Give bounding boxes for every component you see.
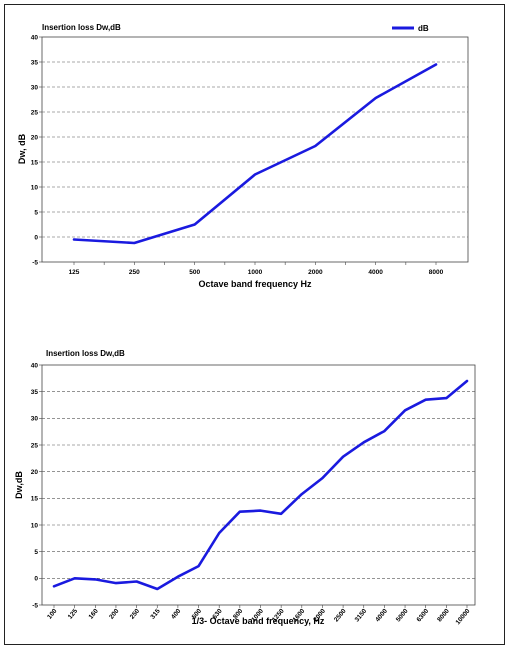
chart1-y-axis-label: Dw, dB	[17, 133, 27, 164]
chart1-legend: dB	[392, 24, 429, 33]
data-point	[197, 565, 200, 567]
chart1-x-axis-label: Octave band frequency Hz	[198, 279, 312, 289]
x-tick-label: 315	[149, 608, 162, 621]
chart2-y-ticks: -5 0 5 10 15 20 25 30 35 40	[31, 362, 42, 609]
y-tick-label: 15	[31, 496, 39, 503]
data-point	[435, 63, 437, 66]
chart1-x-ticks: 125 250 500 1000 2000 4000 8000	[69, 262, 444, 276]
chart2-series	[52, 379, 469, 591]
chart2-title: Insertion loss Dw,dB	[46, 349, 125, 358]
x-tick-label: 6300	[416, 607, 431, 623]
data-point	[254, 173, 256, 176]
x-tick-label: 3150	[354, 607, 369, 623]
figure-frame	[4, 4, 505, 645]
data-point	[424, 398, 427, 401]
series-line	[72, 63, 438, 245]
x-tick-label: 125	[69, 269, 80, 276]
chart1-series	[72, 63, 438, 245]
x-tick-label: 2000	[308, 269, 323, 276]
y-tick-label: -5	[32, 602, 38, 609]
x-tick-label: 4000	[368, 269, 383, 276]
data-point	[53, 585, 55, 588]
y-tick-label: 20	[31, 134, 39, 141]
chart1-legend-label: dB	[418, 24, 429, 33]
x-tick-label: 125	[67, 608, 80, 621]
y-tick-label: 30	[31, 416, 39, 423]
data-point	[156, 588, 159, 590]
y-tick-label: 5	[34, 549, 38, 556]
chart2-y-axis-label: Dw,dB	[14, 471, 24, 499]
y-tick-label: 10	[31, 184, 39, 191]
data-point	[259, 509, 262, 512]
data-point	[383, 430, 386, 432]
x-tick-label: 10000	[455, 607, 472, 626]
chart-octave-band: Insertion loss Dw,dB dB -5 0 5 10 15 20 25 30 35…	[17, 23, 469, 289]
data-point	[133, 242, 136, 244]
data-point	[314, 145, 317, 147]
data-point	[404, 409, 406, 412]
y-tick-label: 40	[31, 34, 39, 41]
chart2-x-axis-label: 1/3- Octave band frequency, Hz	[192, 616, 325, 626]
data-point	[73, 238, 75, 241]
x-tick-label: 250	[129, 608, 142, 621]
x-tick-label: 5000	[395, 607, 410, 623]
y-tick-label: 30	[31, 84, 39, 91]
data-point	[362, 441, 365, 444]
data-point	[73, 577, 76, 580]
x-tick-label: 2500	[333, 607, 348, 623]
x-tick-label: 160	[87, 608, 100, 621]
data-point	[177, 575, 179, 578]
data-point	[374, 97, 377, 99]
x-tick-label: 4000	[374, 607, 389, 623]
data-point	[342, 455, 344, 458]
data-point	[238, 510, 241, 513]
data-point	[445, 397, 448, 399]
chart2-plot-area	[41, 364, 476, 606]
y-tick-label: 25	[31, 109, 39, 116]
data-point	[193, 223, 196, 226]
data-point	[115, 582, 117, 584]
series-line	[52, 379, 469, 591]
data-point	[466, 380, 468, 382]
y-tick-label: 35	[31, 389, 39, 396]
x-tick-label: 500	[189, 269, 200, 276]
x-tick-label: 1000	[248, 269, 263, 276]
data-point	[94, 578, 97, 581]
y-tick-label: 0	[34, 576, 38, 583]
y-tick-label: 10	[31, 522, 39, 529]
data-point	[135, 580, 138, 583]
x-tick-label: 250	[129, 269, 140, 276]
x-tick-label: 100	[46, 608, 59, 621]
y-tick-label: 15	[31, 159, 39, 166]
x-tick-label: 8000	[429, 269, 444, 276]
data-point	[321, 477, 324, 479]
y-tick-label: 20	[31, 469, 39, 476]
chart1-grid	[42, 61, 468, 238]
y-tick-label: -5	[32, 259, 38, 266]
chart1-title: Insertion loss Dw,dB	[42, 23, 121, 32]
y-tick-label: 25	[31, 442, 39, 449]
data-point	[280, 512, 282, 515]
chart1-plot-area	[41, 36, 469, 263]
chart2-grid	[42, 391, 475, 579]
data-point	[218, 532, 221, 534]
x-tick-label: 200	[108, 608, 121, 621]
chart1-y-ticks: -5 0 5 10 15 20 25 30 35 40	[31, 34, 42, 266]
y-tick-label: 5	[34, 209, 38, 216]
x-tick-label: 8000	[436, 607, 451, 623]
data-point	[300, 493, 303, 495]
y-tick-label: 35	[31, 59, 39, 66]
y-tick-label: 0	[34, 234, 38, 241]
x-tick-label: 400	[170, 608, 183, 621]
chart-third-octave-band: Insertion loss Dw,dB -50510152025303540 …	[14, 349, 476, 626]
y-tick-label: 40	[31, 362, 39, 369]
